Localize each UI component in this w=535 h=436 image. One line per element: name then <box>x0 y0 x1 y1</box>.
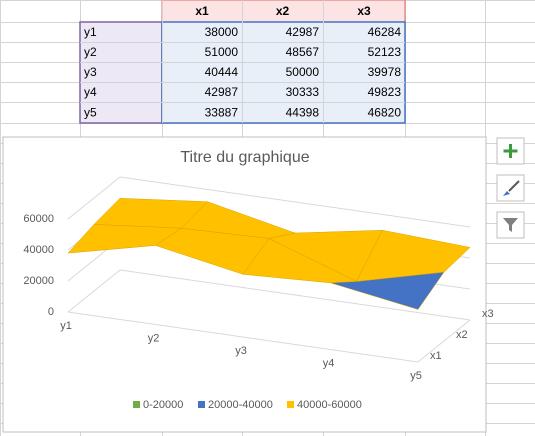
legend-label: 40000-60000 <box>297 399 362 411</box>
x-tick-label: y1 <box>60 320 72 332</box>
label-range <box>79 21 163 124</box>
column-header: x1 <box>195 4 209 18</box>
cell-value: 52123 <box>368 45 402 59</box>
legend-swatch <box>133 401 140 408</box>
grid-line <box>67 269 471 321</box>
cell-value: 46284 <box>368 25 402 39</box>
row-label: y2 <box>84 45 97 59</box>
column-header: x2 <box>276 4 290 18</box>
data-table: x1 x2 x3 y1 38000 42987 46284 y2 51000 48567 52123… <box>79 0 406 124</box>
legend-label: 20000-40000 <box>208 399 273 411</box>
cell-value: 50000 <box>286 65 320 79</box>
cell-value: 33887 <box>205 106 239 120</box>
cell-value: 49823 <box>368 85 402 99</box>
z-tick-label: 60000 <box>23 213 54 225</box>
cell-value: 38000 <box>205 25 239 39</box>
cell-value: 48567 <box>286 45 320 59</box>
cell-value: 42987 <box>205 85 239 99</box>
row-label: y5 <box>84 106 97 120</box>
value-range <box>161 21 406 124</box>
z-tick-label: 0 <box>48 306 54 318</box>
z-tick-label: 40000 <box>23 244 54 256</box>
x-tick-label: y2 <box>148 332 160 344</box>
depth-tick-label: x3 <box>482 308 494 320</box>
cell-value: 51000 <box>205 45 239 59</box>
chart-filters-button[interactable] <box>496 211 525 239</box>
chart-elements-button[interactable] <box>496 137 525 165</box>
legend-swatch <box>198 401 205 408</box>
grid-line <box>67 176 471 228</box>
surface-patch <box>330 271 445 310</box>
legend-label: 0-20000 <box>143 399 183 411</box>
cell-value: 39978 <box>368 65 402 79</box>
x-tick-label: y5 <box>410 370 422 382</box>
row-label: y3 <box>84 65 97 79</box>
z-tick-label: 20000 <box>23 275 54 287</box>
x-tick-label: y4 <box>323 357 335 369</box>
floor-edge <box>67 311 471 363</box>
row-label: y1 <box>84 25 97 39</box>
surface-plot: 0 20000 40000 60000 y1 y2 y3 y4 y5 x1 x2 x3 <box>23 176 494 382</box>
cell-value: 40444 <box>205 65 239 79</box>
chart-title: Titre du graphique <box>180 149 309 166</box>
cell-value: 30333 <box>286 85 320 99</box>
cell-value: 44398 <box>286 106 320 120</box>
column-header: x3 <box>357 4 371 18</box>
depth-tick-label: x2 <box>456 329 468 341</box>
cell-value: 42987 <box>286 25 320 39</box>
chart-styles-button[interactable] <box>496 174 525 202</box>
legend: 0-20000 20000-40000 40000-60000 <box>133 399 362 411</box>
row-label: y4 <box>84 85 97 99</box>
x-tick-label: y3 <box>235 345 247 357</box>
legend-swatch <box>287 401 294 408</box>
depth-tick-label: x1 <box>430 350 442 362</box>
cell-value: 46820 <box>368 106 402 120</box>
